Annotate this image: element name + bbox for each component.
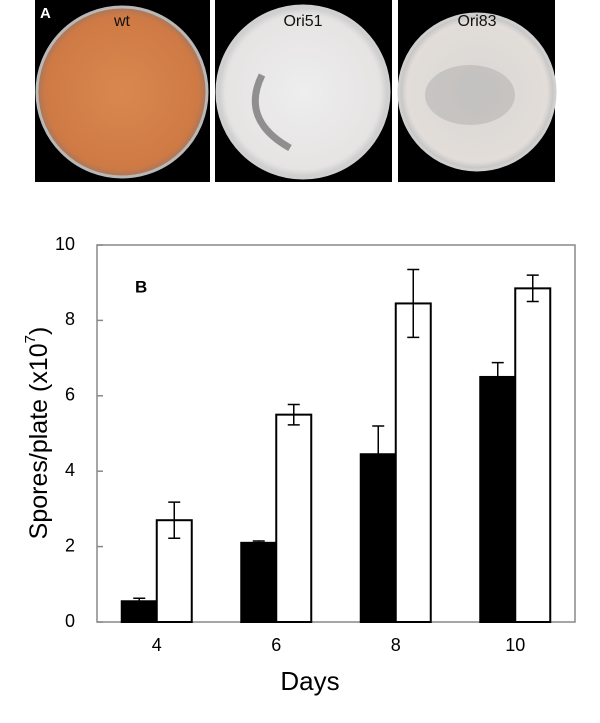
- x-axis-label: Days: [280, 666, 339, 696]
- y-tick-label: 10: [55, 234, 75, 254]
- bar: [394, 302, 432, 623]
- error-bar: [133, 597, 146, 606]
- error-bar: [287, 403, 300, 426]
- bar: [514, 287, 552, 623]
- x-tick-label: 10: [505, 635, 525, 655]
- y-axis-label-end: ): [25, 327, 53, 335]
- y-axis-label-text: Spores/plate (x10: [25, 343, 53, 539]
- y-tick-label: 8: [65, 309, 75, 329]
- panel-a: A wt Ori51 Ori83: [35, 0, 557, 182]
- y-axis-label: Spores/plate (x107): [22, 327, 53, 540]
- error-bar: [407, 268, 420, 339]
- error-bar: [252, 540, 265, 546]
- growth: [251, 73, 292, 152]
- plot-frame: [96, 244, 576, 623]
- error-bar: [491, 361, 504, 393]
- y-tick-label: 4: [65, 460, 75, 480]
- bar: [240, 541, 278, 624]
- bar: [479, 375, 517, 624]
- y-tick-label: 6: [65, 385, 75, 405]
- y-tick-label: 0: [65, 611, 75, 631]
- x-tick-label: 8: [391, 635, 401, 655]
- y-tick-label: 2: [65, 535, 75, 555]
- plate: [215, 4, 391, 180]
- plate: [35, 5, 209, 179]
- bar: [275, 413, 313, 623]
- plate: [397, 12, 557, 172]
- plate-label: Ori83: [457, 13, 496, 30]
- x-tick-label: 4: [152, 635, 162, 655]
- plate-label: Ori51: [283, 13, 322, 30]
- panel-label: B: [135, 277, 147, 296]
- error-bar: [526, 274, 539, 303]
- growth: [425, 65, 515, 125]
- plate-label: wt: [113, 13, 131, 30]
- panel-label: A: [40, 5, 51, 22]
- error-bar: [168, 501, 181, 540]
- x-tick-label: 6: [271, 635, 281, 655]
- panel-b: B Days Spores/plate (x107) 0 2 4 6 8 10 4 6 8 10: [22, 234, 576, 696]
- y-axis-label-sup: 7: [22, 335, 39, 343]
- error-bar: [372, 425, 385, 484]
